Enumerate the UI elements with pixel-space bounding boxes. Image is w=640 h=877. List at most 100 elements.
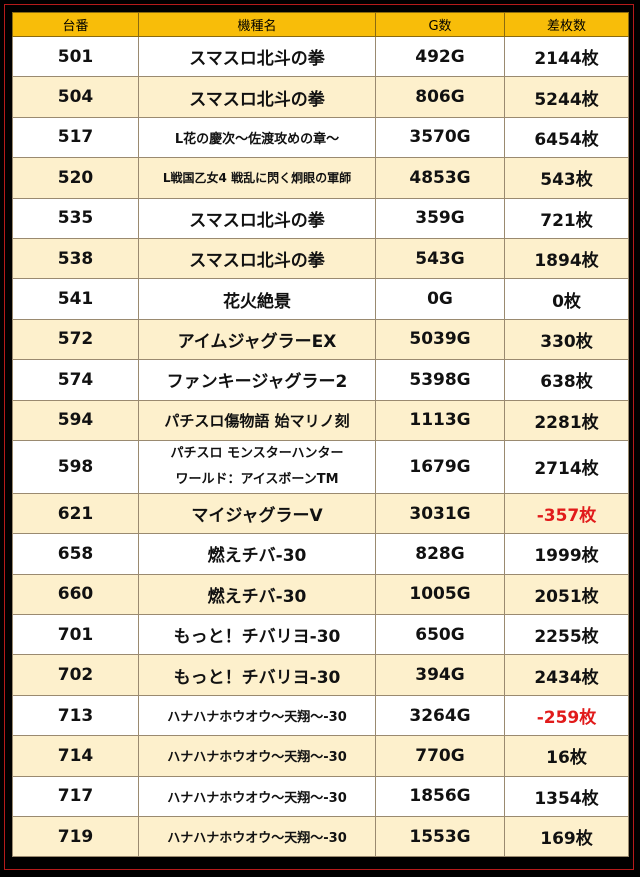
table-row: 574 ファンキージャグラー2 5398G 638枚 [12,359,629,401]
cell-model: スマスロ北斗の拳 [138,197,376,239]
cell-games: 770G [375,735,505,777]
cell-diff: 2434枚 [504,654,629,696]
cell-model: L花の慶次～佐渡攻めの章～ [138,116,376,159]
cell-games: 828G [375,533,505,575]
cell-machine-no: 574 [12,359,139,401]
table-row: 535 スマスロ北斗の拳 359G 721枚 [12,197,629,239]
cell-games: 0G [375,278,505,320]
cell-diff: 1894枚 [504,237,629,280]
cell-model-line2: ワールド：アイスボーンTM [175,471,339,487]
cell-diff: 1354枚 [504,775,629,818]
cell-games: 1005G [375,573,505,616]
results-table: 台番 機種名 G数 差枚数 501 スマスロ北斗の拳 492G 2144枚 50… [12,12,629,858]
cell-model: スマスロ北斗の拳 [138,76,376,118]
cell-model: スマスロ北斗の拳 [138,35,376,78]
cell-machine-no: 621 [12,492,139,535]
cell-games: 394G [375,654,505,696]
cell-games: 650G [375,614,505,656]
cell-diff: 721枚 [504,197,629,239]
cell-games: 5039G [375,318,505,361]
cell-games: 1679G [375,439,505,494]
cell-diff: 2051枚 [504,573,629,616]
table-row: 702 もっと！チバリヨ-30 394G 2434枚 [12,654,629,696]
cell-diff: 5244枚 [504,76,629,118]
cell-machine-no: 538 [12,237,139,280]
cell-machine-no: 504 [12,76,139,118]
cell-games: 806G [375,76,505,118]
cell-model: 花火絶景 [138,278,376,320]
cell-model: パチスロ モンスターハンター ワールド：アイスボーンTM [138,439,376,494]
cell-games: 3264G [375,694,505,737]
cell-games: 1553G [375,816,505,858]
cell-machine-no: 719 [12,816,139,858]
cell-games: 492G [375,35,505,78]
cell-machine-no: 713 [12,694,139,737]
cell-games: 543G [375,237,505,280]
cell-model: パチスロ傷物語 始マリノ刻 [138,399,376,441]
table-row: 719 ハナハナホウオウ～天翔～-30 1553G 169枚 [12,816,629,858]
header-machine-no: 台番 [12,12,139,37]
cell-games: 3031G [375,492,505,535]
cell-model: もっと！チバリヨ-30 [138,614,376,656]
cell-diff: -357枚 [504,492,629,535]
cell-games: 3570G [375,116,505,159]
cell-diff: 638枚 [504,359,629,401]
cell-diff: 169枚 [504,816,629,858]
cell-machine-no: 717 [12,775,139,818]
header-model: 機種名 [138,12,376,37]
header-diff: 差枚数 [504,12,629,37]
cell-diff: 1999枚 [504,533,629,575]
table-row: 517 L花の慶次～佐渡攻めの章～ 3570G 6454枚 [12,116,629,159]
cell-diff: 2714枚 [504,439,629,494]
table-header-row: 台番 機種名 G数 差枚数 [12,12,629,37]
cell-model: ハナハナホウオウ～天翔～-30 [138,816,376,858]
table-row: 594 パチスロ傷物語 始マリノ刻 1113G 2281枚 [12,399,629,441]
cell-diff: 543枚 [504,157,629,199]
cell-diff: 2144枚 [504,35,629,78]
cell-diff: 16枚 [504,735,629,777]
table-row: 717 ハナハナホウオウ～天翔～-30 1856G 1354枚 [12,775,629,818]
cell-diff: 0枚 [504,278,629,320]
table-row: 660 燃えチバ-30 1005G 2051枚 [12,573,629,616]
cell-games: 359G [375,197,505,239]
cell-diff: -259枚 [504,694,629,737]
cell-games: 4853G [375,157,505,199]
cell-model: 燃えチバ-30 [138,533,376,575]
cell-games: 5398G [375,359,505,401]
table-row: 701 もっと！チバリヨ-30 650G 2255枚 [12,614,629,656]
cell-model: ハナハナホウオウ～天翔～-30 [138,735,376,777]
table-row: 658 燃えチバ-30 828G 1999枚 [12,533,629,575]
table-row: 621 マイジャグラーV 3031G -357枚 [12,492,629,535]
cell-machine-no: 520 [12,157,139,199]
cell-model: スマスロ北斗の拳 [138,237,376,280]
cell-machine-no: 517 [12,116,139,159]
table-row: 598 パチスロ モンスターハンター ワールド：アイスボーンTM 1679G 2… [12,439,629,494]
cell-diff: 2255枚 [504,614,629,656]
table-row: 501 スマスロ北斗の拳 492G 2144枚 [12,35,629,78]
cell-machine-no: 572 [12,318,139,361]
table-row: 714 ハナハナホウオウ～天翔～-30 770G 16枚 [12,735,629,777]
cell-machine-no: 660 [12,573,139,616]
table-row: 572 アイムジャグラーEX 5039G 330枚 [12,318,629,361]
cell-diff: 6454枚 [504,116,629,159]
cell-model-line1: パチスロ モンスターハンター [170,445,344,461]
cell-machine-no: 501 [12,35,139,78]
cell-model: ハナハナホウオウ～天翔～-30 [138,694,376,737]
cell-diff: 2281枚 [504,399,629,441]
cell-machine-no: 702 [12,654,139,696]
cell-model: ハナハナホウオウ～天翔～-30 [138,775,376,818]
cell-machine-no: 598 [12,439,139,494]
table-row: 520 L戦国乙女4 戦乱に閃く炯眼の軍師 4853G 543枚 [12,157,629,199]
cell-machine-no: 714 [12,735,139,777]
cell-model: L戦国乙女4 戦乱に閃く炯眼の軍師 [138,157,376,199]
cell-model: もっと！チバリヨ-30 [138,654,376,696]
cell-model: マイジャグラーV [138,492,376,535]
cell-model: アイムジャグラーEX [138,318,376,361]
cell-games: 1113G [375,399,505,441]
cell-machine-no: 541 [12,278,139,320]
cell-machine-no: 535 [12,197,139,239]
cell-model: ファンキージャグラー2 [138,359,376,401]
cell-games: 1856G [375,775,505,818]
table-row: 504 スマスロ北斗の拳 806G 5244枚 [12,76,629,118]
cell-machine-no: 701 [12,614,139,656]
